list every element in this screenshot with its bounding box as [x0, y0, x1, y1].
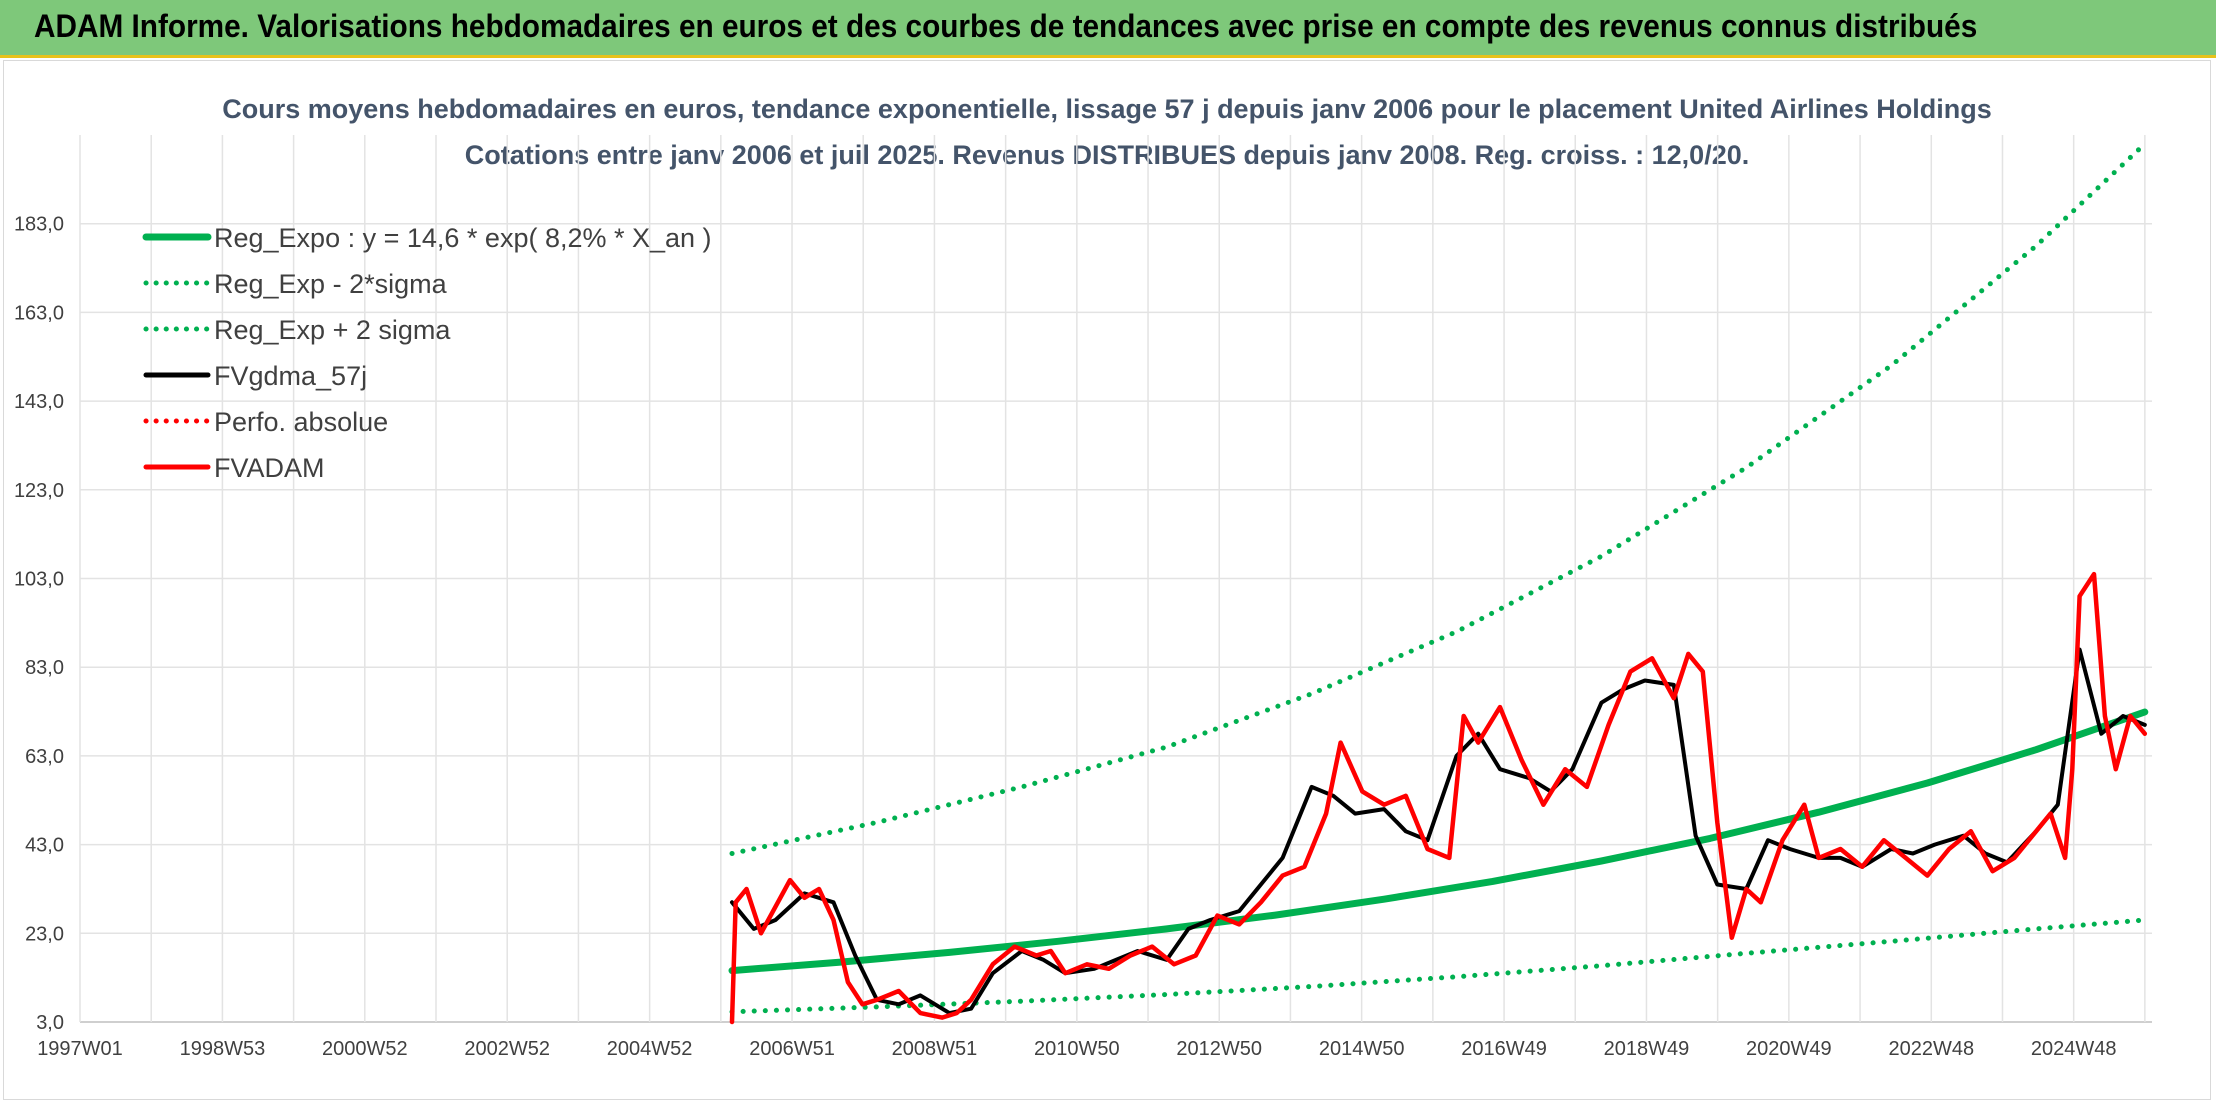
lower-band-line	[729, 917, 2148, 1015]
x-tick-label: 2014W50	[1319, 1038, 1405, 1060]
x-tick-label: 2022W48	[1888, 1038, 1974, 1060]
legend: Reg_Expo : y = 14,6 * exp( 8,2% * X_an )…	[142, 223, 712, 483]
x-tick-label: 2024W48	[2031, 1038, 2117, 1060]
fvadam-line	[729, 571, 2148, 1025]
legend-entry-reg-minus: Reg_Exp - 2*sigma	[214, 269, 448, 299]
x-tick-label: 2004W52	[607, 1038, 693, 1060]
y-tick-label: 23,0	[25, 923, 64, 945]
chart-title: Cours moyens hebdomadaires en euros, ten…	[222, 94, 1992, 124]
x-tick-label: 2012W50	[1176, 1038, 1262, 1060]
regression-line	[728, 708, 2149, 975]
legend-entry-perfo: Perfo. absolue	[214, 407, 388, 437]
report-banner: ADAM Informe. Valorisations hebdomadaire…	[0, 0, 2216, 58]
gridlines	[79, 135, 2152, 1023]
legend-entry-fvadam: FVADAM	[214, 453, 325, 483]
banner-title: ADAM Informe. Valorisations hebdomadaire…	[34, 8, 1978, 44]
y-tick-label: 103,0	[14, 569, 64, 591]
x-tick-label: 1998W53	[180, 1038, 266, 1060]
legend-entry-reg-plus: Reg_Exp + 2 sigma	[214, 315, 451, 345]
x-tick-label: 2000W52	[322, 1038, 408, 1060]
y-tick-label: 63,0	[25, 746, 64, 768]
y-tick-label: 163,0	[14, 302, 64, 324]
y-tick-label: 3,0	[36, 1012, 64, 1034]
x-tick-label: 2006W51	[749, 1038, 835, 1060]
y-tick-label: 183,0	[14, 214, 64, 236]
legend-entry-reg-expo: Reg_Expo : y = 14,6 * exp( 8,2% * X_an )	[214, 223, 712, 253]
x-tick-label: 2020W49	[1746, 1038, 1832, 1060]
y-tick-label: 143,0	[14, 391, 64, 413]
upper-band-line	[729, 141, 2148, 856]
x-tick-label: 2010W50	[1034, 1038, 1120, 1060]
x-axis-ticks: 1997W01 1998W53 2000W52 2002W52 2004W52 2006W…	[37, 1038, 2116, 1060]
x-tick-label: 2016W49	[1461, 1038, 1547, 1060]
chart-frame	[3, 60, 2211, 1100]
series-lines	[728, 141, 2149, 1025]
x-tick-label: 1997W01	[37, 1038, 123, 1060]
y-tick-label: 43,0	[25, 835, 64, 857]
y-tick-label: 123,0	[14, 480, 64, 502]
legend-entry-fvgdma: FVgdma_57j	[214, 361, 367, 391]
x-tick-label: 2018W49	[1604, 1038, 1690, 1060]
y-tick-label: 83,0	[25, 657, 64, 679]
x-tick-label: 2008W51	[892, 1038, 978, 1060]
y-axis-ticks: 3,0 23,0 43,0 63,0 83,0 103,0 123,0 143,0 163,0 1…	[14, 214, 64, 1034]
chart-subtitle: Cotations entre janv 2006 et juil 2025. …	[465, 140, 1750, 170]
x-tick-label: 2002W52	[464, 1038, 550, 1060]
smoothed-line	[730, 647, 2147, 1016]
